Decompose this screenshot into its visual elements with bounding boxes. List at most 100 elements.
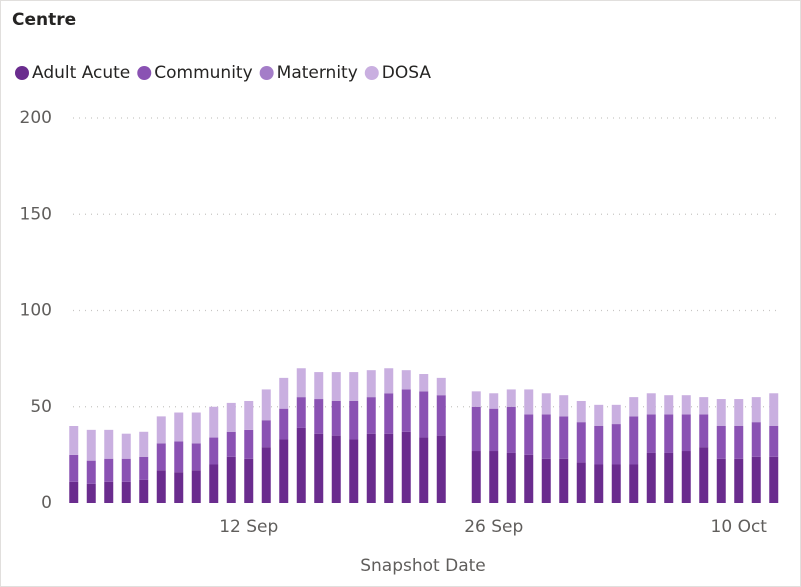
bar-segment: [349, 400, 359, 440]
bar-segment: [716, 458, 726, 503]
bar-segment: [191, 443, 201, 471]
bar-segment: [314, 433, 324, 503]
bar-segment: [331, 435, 341, 503]
bar-segment: [384, 393, 394, 434]
bar-segment: [296, 368, 306, 398]
bar-segment: [261, 389, 271, 421]
bar-segment: [174, 441, 184, 473]
bar-segment: [436, 435, 446, 503]
bar-segment: [769, 456, 779, 503]
x-axis-title: Snapshot Date: [360, 556, 486, 576]
bar-segment: [366, 370, 376, 398]
bar-segment: [594, 426, 604, 465]
bar-segment: [69, 481, 79, 503]
bar-segment: [769, 426, 779, 457]
bar-segment: [314, 399, 324, 434]
bar-segment: [489, 393, 499, 409]
y-tick-label: 150: [20, 204, 52, 224]
y-tick-label: 200: [20, 108, 52, 128]
bar-segment: [576, 422, 586, 463]
bar-segment: [716, 426, 726, 459]
bar-segment: [646, 452, 656, 503]
bar-segment: [121, 481, 131, 503]
legend-marker: [364, 66, 379, 80]
bar-segment: [541, 414, 551, 459]
legend-title: Centre: [12, 10, 76, 30]
bar-segment: [559, 458, 569, 503]
bar-segment: [646, 414, 656, 453]
bar-segment: [629, 397, 639, 417]
bar-segment: [489, 408, 499, 452]
bar-segment: [419, 437, 429, 503]
bar-segment: [244, 429, 254, 459]
bar-segment: [86, 460, 96, 484]
bar-segment: [611, 404, 621, 425]
bar-segment: [524, 414, 534, 455]
bar-segment: [629, 464, 639, 503]
bar-segment: [279, 439, 289, 503]
bar-segment: [226, 402, 236, 432]
bar-segment: [471, 406, 481, 452]
legend-marker: [259, 66, 274, 80]
bar-segment: [629, 416, 639, 465]
bar-segment: [139, 479, 149, 503]
bar-segment: [384, 433, 394, 503]
bar-segment: [611, 464, 621, 503]
bar-segment: [244, 400, 254, 430]
bar-segment: [314, 372, 324, 400]
bar-segment: [401, 389, 411, 432]
bar-segment: [209, 464, 219, 503]
bar-segment: [506, 452, 516, 503]
bar-segment: [156, 416, 166, 444]
bar-segment: [261, 447, 271, 503]
bar-segment: [471, 391, 481, 407]
bar-segment: [436, 395, 446, 436]
bar-segment: [576, 400, 586, 423]
bar-segment: [769, 393, 779, 426]
bar-segment: [279, 408, 289, 440]
bar-segment: [296, 427, 306, 503]
bar-segment: [349, 372, 359, 401]
bar-segment: [489, 451, 499, 503]
bar-segment: [664, 395, 674, 415]
bar-segment: [244, 458, 254, 503]
legend-label: DOSA: [382, 63, 432, 83]
bar-segment: [366, 433, 376, 503]
bar-segment: [209, 406, 219, 438]
bar-segment: [524, 389, 534, 415]
bar-segment: [559, 416, 569, 459]
bar-segment: [156, 470, 166, 503]
bar-segment: [401, 431, 411, 503]
bar-segment: [506, 406, 516, 453]
bar-segment: [664, 414, 674, 453]
x-tick-label: 12 Sep: [219, 517, 278, 537]
bar-segment: [681, 395, 691, 415]
bar-segment: [226, 456, 236, 503]
bar-segment: [471, 451, 481, 503]
bar-segment: [69, 426, 79, 455]
bar-segment: [699, 447, 709, 503]
bar-segment: [699, 397, 709, 415]
bar-segment: [226, 431, 236, 457]
bar-segment: [681, 451, 691, 503]
bar-segment: [419, 374, 429, 392]
legend-label: Maternity: [277, 63, 358, 83]
bar-segment: [541, 393, 551, 415]
bar-segment: [751, 456, 761, 503]
bar-segment: [366, 397, 376, 434]
bar-segment: [121, 458, 131, 482]
bar-segment: [349, 439, 359, 503]
bar-segment: [139, 456, 149, 480]
bar-segment: [174, 412, 184, 442]
x-tick-label: 10 Oct: [711, 517, 768, 537]
bar-segment: [699, 414, 709, 448]
bar-segment: [86, 429, 96, 461]
bar-segment: [139, 431, 149, 457]
x-tick-label: 26 Sep: [464, 517, 523, 537]
bar-segment: [681, 414, 691, 452]
bar-segment: [541, 458, 551, 503]
bar-segment: [191, 470, 201, 503]
bar-segment: [401, 370, 411, 390]
